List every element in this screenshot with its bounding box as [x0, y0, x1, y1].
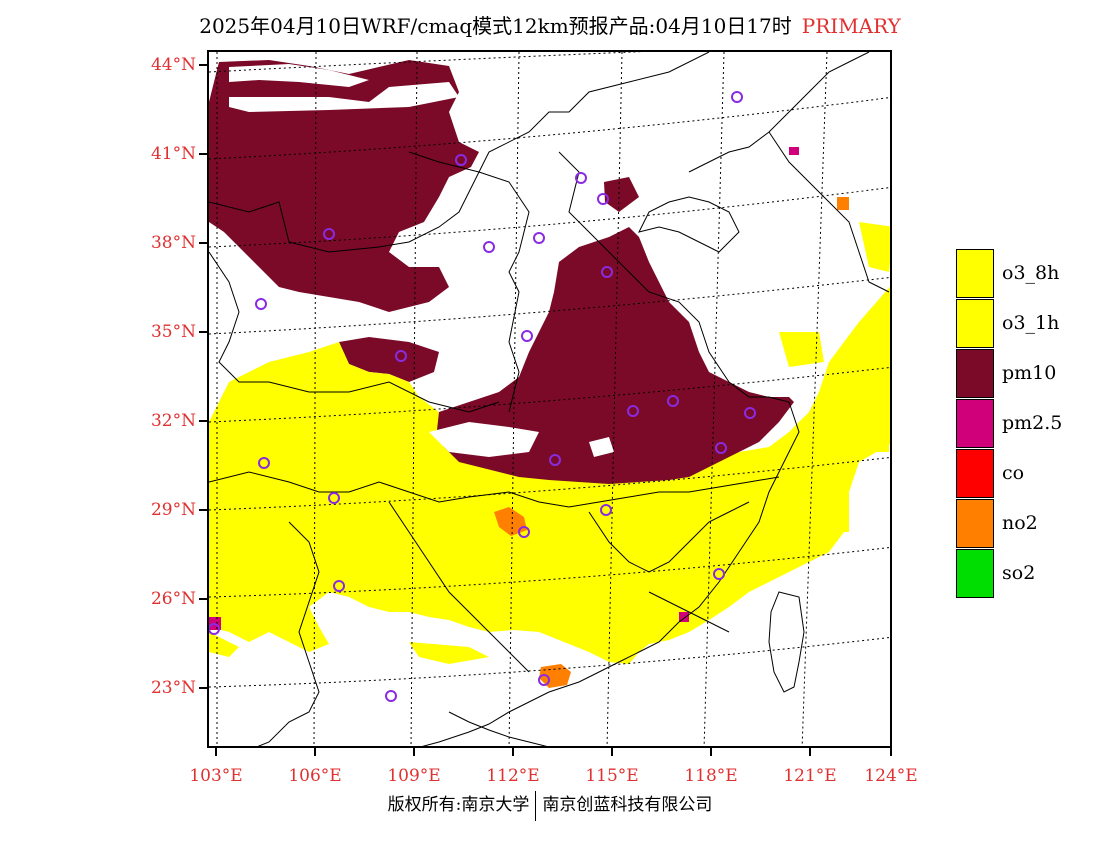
- legend-label: so2: [1002, 562, 1036, 584]
- lon-label-118: 118°E: [684, 766, 738, 786]
- lon-label-115: 115°E: [585, 766, 639, 786]
- chart-title: 2025年04月10日WRF/cmaq模式12km预报产品:04月10日17时 P…: [0, 10, 1100, 39]
- legend-swatch: [956, 549, 994, 598]
- lat-tick: [199, 598, 207, 600]
- legend-label: pm10: [1002, 362, 1057, 384]
- lat-tick: [199, 153, 207, 155]
- lat-label-26: 26°N: [150, 589, 196, 609]
- legend-label: co: [1002, 462, 1025, 484]
- lat-tick: [199, 420, 207, 422]
- legend-swatch: [956, 349, 994, 398]
- lat-label-32: 32°N: [150, 411, 196, 431]
- legend-label: o3_8h: [1002, 262, 1060, 284]
- lat-label-29: 29°N: [150, 500, 196, 520]
- map-canvas: [209, 52, 890, 746]
- lon-label-112: 112°E: [486, 766, 540, 786]
- lat-label-44: 44°N: [150, 55, 196, 75]
- lon-tick: [710, 748, 712, 756]
- boundaries: [209, 52, 890, 746]
- lon-label-106: 106°E: [288, 766, 342, 786]
- lat-label-38: 38°N: [150, 233, 196, 253]
- legend-label: o3_1h: [1002, 312, 1060, 334]
- lon-tick: [215, 748, 217, 756]
- no2-field: [494, 197, 849, 688]
- legend-label: pm2.5: [1002, 412, 1063, 434]
- lat-label-23: 23°N: [150, 678, 196, 698]
- primary-tag: PRIMARY: [801, 14, 901, 38]
- legend-label: no2: [1002, 512, 1038, 534]
- legend-swatch: [956, 249, 994, 298]
- lon-tick: [314, 748, 316, 756]
- lat-tick: [199, 687, 207, 689]
- lon-tick: [890, 748, 892, 756]
- copyright-footer: 版权所有:南京大学 南京创蓝科技有限公司: [0, 790, 1100, 821]
- lon-tick: [413, 748, 415, 756]
- lon-label-103: 103°E: [189, 766, 243, 786]
- lon-tick: [512, 748, 514, 756]
- lon-label-109: 109°E: [387, 766, 441, 786]
- copyright-right: 南京创蓝科技有限公司: [542, 795, 713, 815]
- footer-divider: [535, 790, 537, 821]
- legend-swatch: [956, 399, 994, 448]
- copyright-left: 版权所有:南京大学: [387, 795, 530, 815]
- pm10-field-central: [429, 227, 794, 484]
- lat-tick: [199, 64, 207, 66]
- station-markers: [209, 91, 756, 702]
- legend-swatch: [956, 299, 994, 348]
- graticule: [209, 52, 890, 746]
- lon-label-121: 121°E: [783, 766, 837, 786]
- lat-tick: [199, 509, 207, 511]
- lon-tick: [611, 748, 613, 756]
- lon-tick: [809, 748, 811, 756]
- title-text: 2025年04月10日WRF/cmaq模式12km预报产品:04月10日17时: [199, 14, 792, 38]
- lat-label-41: 41°N: [150, 144, 196, 164]
- lat-tick: [199, 331, 207, 333]
- legend-swatch: [956, 499, 994, 548]
- lat-label-35: 35°N: [150, 322, 196, 342]
- lon-label-124: 124°E: [864, 766, 918, 786]
- legend-swatch: [956, 449, 994, 498]
- map-panel: [207, 50, 892, 748]
- lat-tick: [199, 242, 207, 244]
